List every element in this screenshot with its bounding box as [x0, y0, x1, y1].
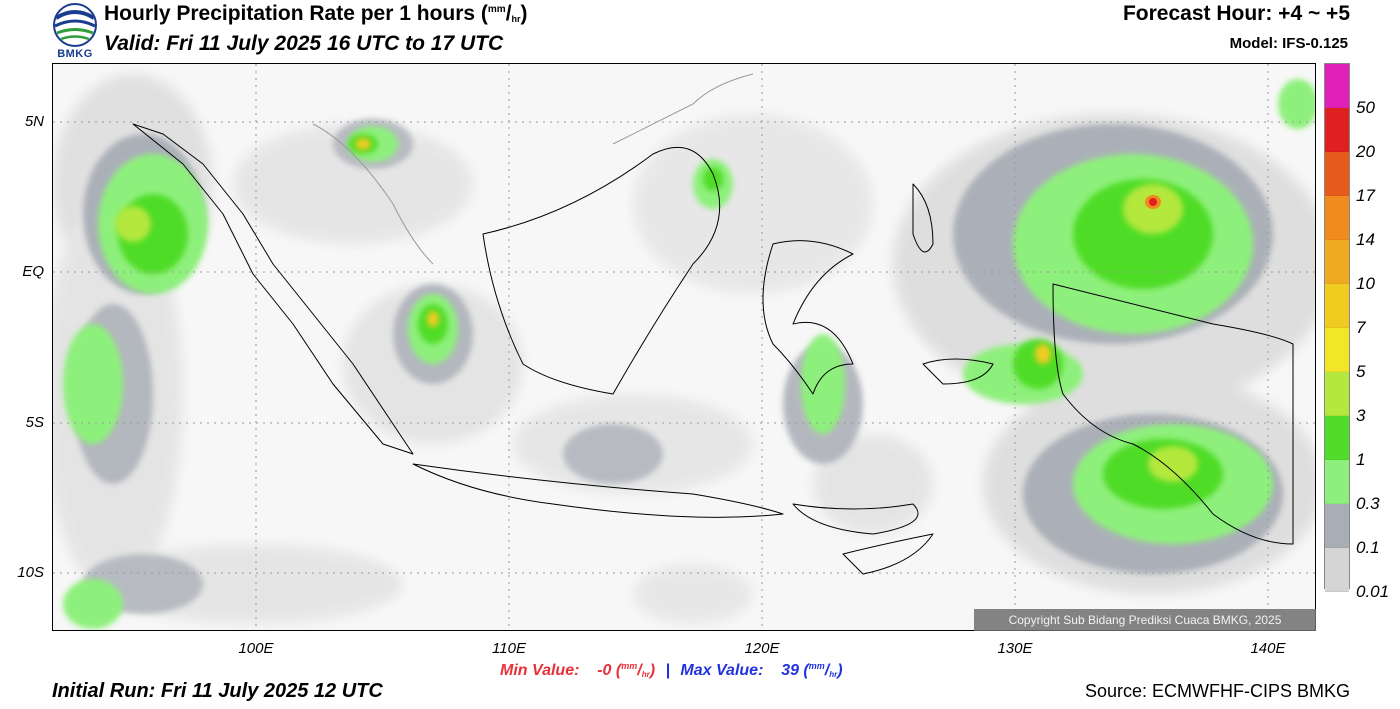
legend-swatch	[1325, 196, 1349, 240]
legend-label: 5	[1356, 362, 1366, 381]
model-name: Model: IFS-0.125	[1229, 35, 1348, 52]
legend-label: 0.3	[1356, 494, 1380, 513]
title-unit-num: mm	[487, 4, 506, 15]
legend-swatch	[1325, 548, 1349, 592]
legend-label: 10	[1356, 274, 1375, 293]
max-unit-den: hr	[829, 670, 838, 679]
legend-swatch	[1325, 328, 1349, 372]
title-text: Hourly Precipitation Rate per 1 hours (	[104, 2, 488, 25]
lat-label-5n: 5N	[24, 113, 44, 130]
max-unit-num: mm	[808, 661, 825, 671]
legend-label: 3	[1356, 406, 1366, 425]
bmkg-logo-icon	[53, 3, 97, 47]
legend-label: 50	[1356, 98, 1375, 117]
legend-label: 20	[1356, 142, 1375, 161]
max-label: Max Value:	[680, 662, 764, 679]
map-canvas	[53, 64, 1315, 630]
title-close: )	[520, 2, 528, 25]
lat-label-5s: 5S	[25, 414, 44, 431]
copyright-notice: Copyright Sub Bidang Prediksi Cuaca BMKG…	[974, 609, 1316, 631]
min-unit-num: mm	[621, 661, 638, 671]
bmkg-logo: BMKG	[52, 2, 98, 60]
stats-separator: |	[665, 662, 670, 679]
max-number: 39	[781, 662, 799, 679]
legend-swatch	[1325, 240, 1349, 284]
lon-label-120e: 120E	[744, 640, 780, 657]
min-value: Min Value: -0 (mm/hr)	[500, 661, 656, 679]
initial-run: Initial Run: Fri 11 July 2025 12 UTC	[52, 680, 383, 702]
lon-label-140e: 140E	[1250, 640, 1286, 657]
legend-label: 14	[1356, 230, 1375, 249]
min-label: Min Value:	[500, 662, 580, 679]
legend-label: 7	[1356, 318, 1366, 337]
precipitation-map	[52, 63, 1316, 631]
title-unit-den: hr	[511, 14, 521, 24]
max-value: Max Value: 39 (mm/hr)	[680, 661, 843, 679]
legend-swatch	[1325, 152, 1349, 196]
legend-swatch	[1325, 372, 1349, 416]
legend-swatch	[1325, 504, 1349, 548]
color-legend	[1324, 63, 1350, 592]
legend-swatch	[1325, 284, 1349, 328]
legend-label: 0.1	[1356, 538, 1380, 557]
min-unit-slash: /	[637, 662, 642, 679]
data-source: Source: ECMWFHF-CIPS BMKG	[1084, 681, 1350, 701]
legend-label: 17	[1356, 186, 1375, 205]
page-title: Hourly Precipitation Rate per 1 hours (m…	[104, 2, 528, 26]
min-max-values: Min Value: -0 (mm/hr) | Max Value: 39 (m…	[500, 661, 843, 680]
min-unit-den: hr	[641, 670, 650, 679]
max-unit-slash: /	[824, 662, 830, 679]
lat-label-eq: EQ	[22, 263, 44, 280]
legend-label: 1	[1356, 450, 1366, 469]
legend-swatch	[1325, 64, 1349, 108]
logo-text: BMKG	[57, 48, 93, 60]
min-number: -0	[597, 662, 612, 679]
lon-label-100e: 100E	[238, 640, 274, 657]
lon-label-130e: 130E	[997, 640, 1033, 657]
title-unit-slash: /	[505, 2, 512, 25]
legend-swatch	[1325, 460, 1349, 504]
forecast-hour: Forecast Hour: +4 ~ +5	[1122, 2, 1350, 25]
lat-label-10s: 10S	[17, 564, 44, 581]
legend-swatch	[1325, 416, 1349, 460]
lon-label-110e: 110E	[492, 640, 526, 657]
legend-swatch	[1325, 108, 1349, 152]
legend-label: 0.01	[1356, 582, 1390, 601]
valid-time: Valid: Fri 11 July 2025 16 UTC to 17 UTC	[104, 32, 504, 55]
